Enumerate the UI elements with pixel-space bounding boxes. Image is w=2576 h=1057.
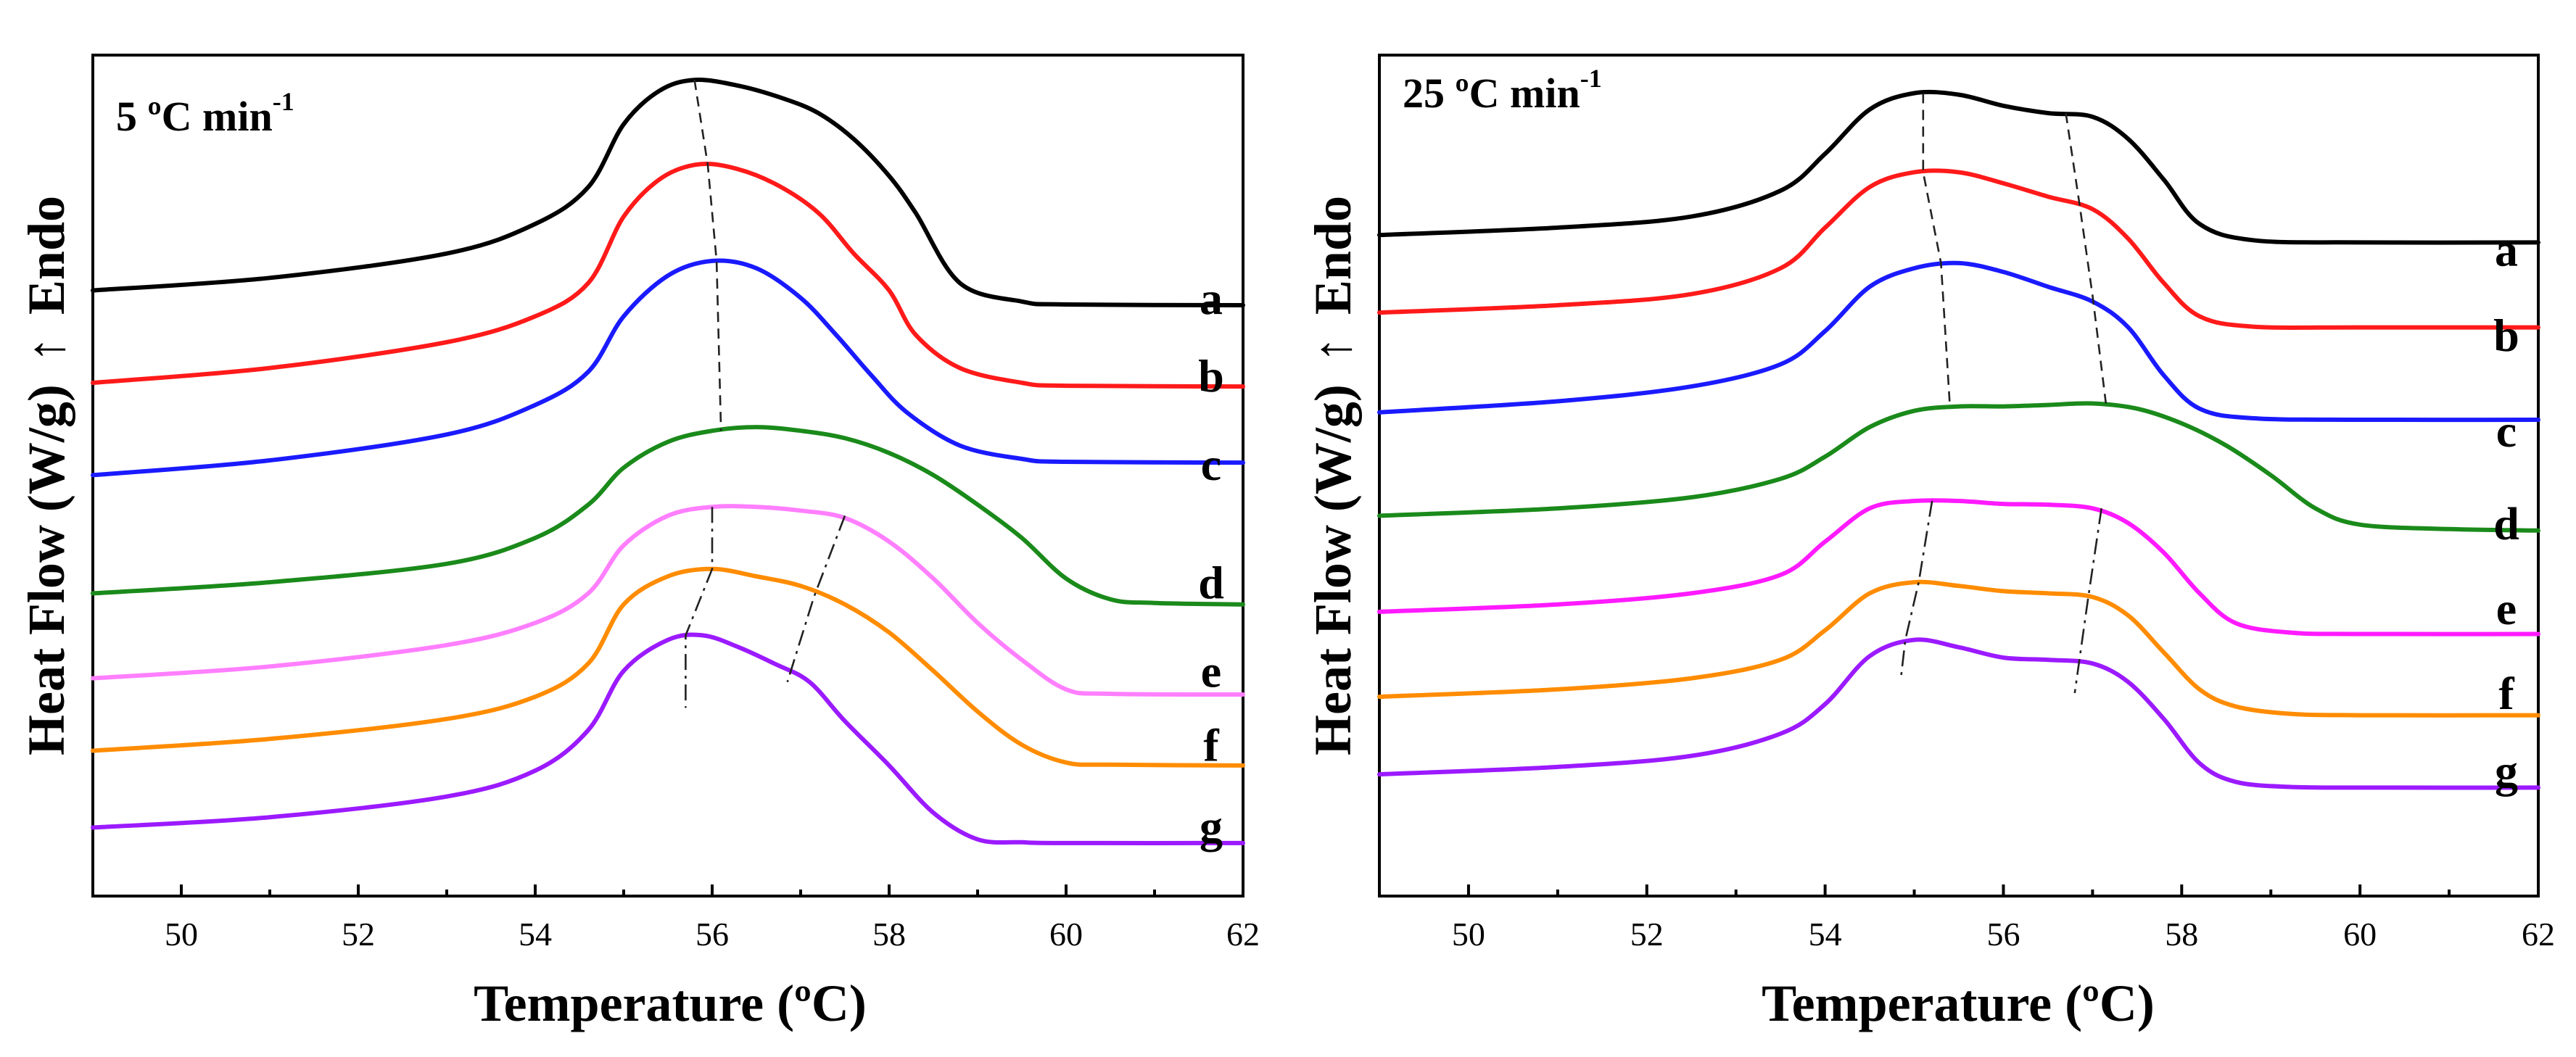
right-x-tick-label-50: 50 [1452, 916, 1485, 953]
right-rate-text: 25 ºC min [1403, 70, 1580, 117]
left-x-tick-label-50: 50 [165, 916, 198, 953]
left-series-label-d: d [1198, 557, 1224, 608]
left-rate-label: 5 ºC min-1 [116, 87, 294, 140]
left-curve-e [91, 504, 1245, 697]
left-x-tick-label-62: 62 [1226, 916, 1260, 953]
right-x-tick-layer: 50 52 54 56 58 60 62 [1378, 884, 2555, 953]
left-x-tick-label-52: 52 [342, 916, 375, 953]
right-x-tick-label-54: 54 [1809, 916, 1842, 953]
right-curve-d [1377, 401, 2540, 533]
left-series-label-f: f [1203, 719, 1219, 771]
right-x-tick-label-56: 56 [1986, 916, 2020, 953]
right-series-label-d: d [2493, 498, 2519, 550]
right-curve-f [1377, 579, 2540, 718]
left-plot-frame [91, 54, 1244, 898]
left-x-tick-label-58: 58 [872, 916, 906, 953]
right-series-label-b: b [2493, 310, 2519, 361]
right-peak-guide-line-3 [1899, 500, 1933, 679]
left-peak-guide-line-1 [693, 79, 722, 431]
left-peak-guide-line-2 [685, 507, 714, 708]
right-rate-label: 25 ºC min-1 [1403, 64, 1602, 117]
right-x-tick-label-52: 52 [1630, 916, 1664, 953]
right-curve-e [1377, 498, 2540, 637]
right-peak-guide-line-4 [2073, 508, 2102, 694]
left-y-axis-label: Heat Flow (W/g) [17, 384, 75, 755]
left-x-tick-label-56: 56 [695, 916, 729, 953]
right-peak-guide-line-1 [1922, 93, 1951, 407]
left-endo-arrow: ↑ [17, 336, 75, 362]
right-endo-arrow: ↑ [1304, 336, 1362, 362]
left-series-label-g: g [1200, 800, 1223, 852]
left-curve-a [91, 78, 1245, 307]
right-plot-frame [1378, 54, 2540, 898]
right-series-label-c: c [2496, 405, 2517, 457]
right-endo-label: Endo [1304, 196, 1362, 315]
right-curve-c [1377, 260, 2540, 423]
left-series-layer [91, 78, 1245, 845]
right-x-tick-label-60: 60 [2343, 916, 2377, 953]
svg-text:Heat Flow (W/g)↑Endo: Heat Flow (W/g) ↑ Endo [17, 196, 75, 755]
left-series-label-a: a [1200, 273, 1223, 324]
left-curve-f [91, 566, 1245, 768]
right-peak-guide-line-2 [2065, 112, 2108, 404]
left-endo-label: Endo [17, 196, 75, 315]
right-rate-superscript: -1 [1580, 64, 1602, 93]
right-x-tick-label-62: 62 [2522, 916, 2555, 953]
right-series-label-a: a [2495, 225, 2518, 276]
right-x-tick-label-58: 58 [2165, 916, 2198, 953]
right-curve-b [1377, 168, 2540, 330]
right-series-label-g: g [2495, 745, 2518, 797]
left-y-axis-label-group: Heat Flow (W/g) ↑ Endo [17, 196, 75, 755]
left-x-axis-label: Temperature (ºC) [474, 974, 867, 1032]
left-series-label-e: e [1201, 645, 1221, 697]
right-curve-g [1377, 637, 2540, 790]
left-x-tick-layer: 50 52 54 56 58 60 62 [91, 884, 1260, 953]
left-guide-layer [685, 79, 846, 708]
left-series-label-c: c [1201, 439, 1221, 490]
left-curve-b [91, 161, 1245, 389]
right-series-label-f: f [2498, 668, 2514, 719]
left-rate-superscript: -1 [273, 87, 294, 116]
left-peak-guide-line-3 [786, 515, 846, 683]
left-curve-d [91, 425, 1245, 607]
left-x-tick-label-54: 54 [519, 916, 552, 953]
right-y-axis-label: Heat Flow (W/g) [1304, 384, 1362, 755]
left-series-label-b: b [1198, 350, 1224, 402]
right-curve-a [1377, 89, 2540, 245]
right-y-axis-label-group: Heat Flow (W/g) ↑ Endo [1304, 196, 1362, 755]
right-series-label-e: e [2496, 583, 2517, 634]
left-x-tick-label-60: 60 [1049, 916, 1083, 953]
left-curve-g [91, 632, 1245, 845]
left-rate-text: 5 ºC min [116, 93, 273, 140]
right-series-layer [1377, 89, 2540, 790]
right-x-axis-label: Temperature (ºC) [1762, 974, 2155, 1032]
left-curve-c [91, 258, 1245, 478]
right-guide-layer [1899, 93, 2108, 694]
svg-text:Heat Flow (W/g)↑Endo: Heat Flow (W/g) ↑ Endo [1304, 196, 1362, 755]
